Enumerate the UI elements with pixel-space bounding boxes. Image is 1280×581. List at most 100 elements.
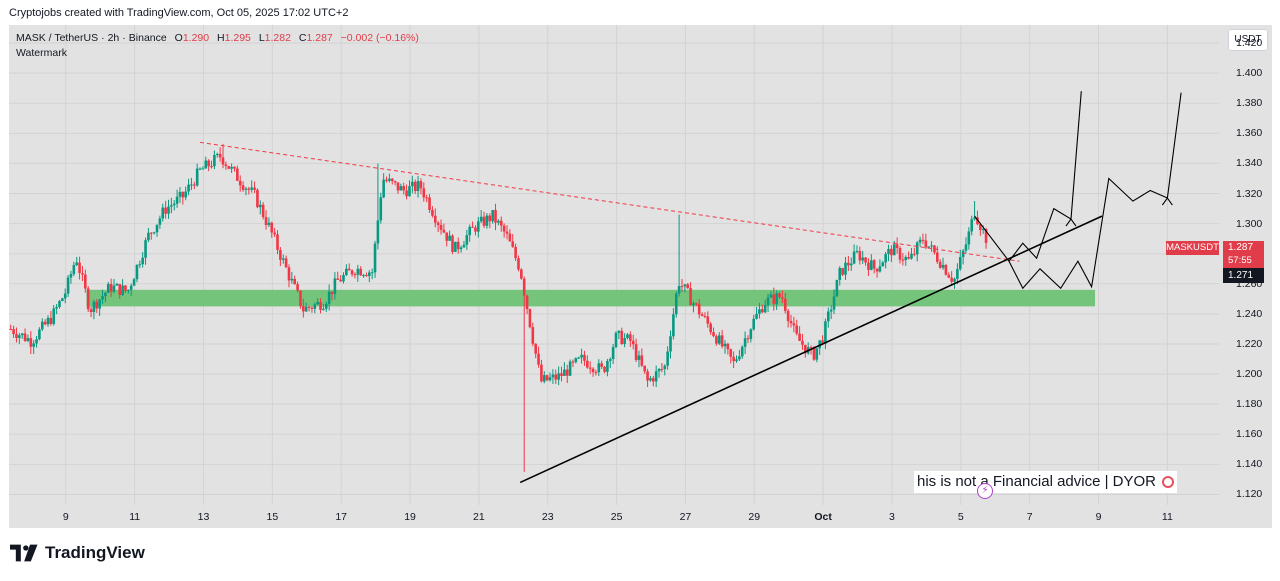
legend-interval: 2h: [107, 32, 120, 44]
candle-body-116: [342, 275, 345, 282]
price-tick-label-1: 1.400: [1236, 67, 1263, 80]
candle-body-73: [218, 153, 222, 158]
candle-body-153: [448, 235, 451, 241]
candle-body-279: [809, 347, 813, 349]
candle-body-199: [580, 354, 583, 358]
candle-body-301: [872, 260, 876, 269]
candle-body-159: [465, 235, 469, 245]
candle-body-219: [637, 355, 641, 360]
candle-body-79: [236, 168, 239, 181]
candle-body-171: [499, 220, 503, 226]
candle-body-240: [697, 303, 701, 315]
candle-body-63: [190, 184, 193, 186]
candle-body-53: [161, 207, 165, 219]
candle-body-121: [356, 268, 360, 275]
candle-body-220: [640, 355, 644, 366]
candle-body-7: [29, 338, 33, 347]
candle-body-224: [652, 378, 655, 382]
currency-button[interactable]: USDT: [1228, 29, 1268, 51]
candle-body-55: [167, 206, 170, 214]
candle-body-173: [505, 231, 509, 234]
candle-body-13: [46, 317, 50, 325]
candle-body-70: [210, 166, 213, 168]
candle-body-269: [781, 297, 784, 299]
candle-body-233: [677, 286, 681, 294]
candle-body-38: [118, 283, 122, 295]
time-axis[interactable]: 9 11 13 15 17 19 21 23 25 27 29 Oct 3 5 7 9 11: [9, 505, 1219, 528]
candle-body-46: [141, 257, 144, 265]
candle-body-17: [58, 300, 61, 307]
candle-body-223: [649, 378, 652, 381]
candle-body-103: [304, 306, 308, 312]
candle-body-15: [52, 308, 56, 324]
candle-body-21: [69, 274, 73, 278]
candle-body-106: [313, 304, 317, 309]
candle-body-154: [451, 235, 454, 252]
candle-body-323: [935, 252, 939, 262]
candle-body-307: [890, 248, 893, 256]
candle-body-261: [758, 309, 761, 314]
candle-body-44: [135, 264, 139, 280]
candle-body-45: [138, 264, 142, 266]
candle-body-174: [508, 233, 512, 242]
candle-body-192: [560, 373, 563, 376]
legend-symbol[interactable]: MASK / TetherUS: [16, 32, 99, 44]
price-tick-label-15: 1.120: [1236, 488, 1263, 501]
candle-body-331: [958, 257, 962, 270]
time-tick-label-11: Oct: [814, 511, 832, 523]
candle-body-127: [373, 243, 377, 273]
candle-body-247: [717, 335, 721, 344]
symbol-price-tag: MASKUSDT: [1166, 241, 1219, 255]
candle-body-259: [752, 318, 756, 330]
candle-body-207: [603, 366, 606, 372]
candle-body-49: [149, 232, 153, 234]
candle-body-270: [783, 298, 787, 311]
candle-body-340: [984, 229, 988, 243]
candle-body-59: [178, 191, 182, 197]
price-tick-label-10: 1.220: [1236, 337, 1263, 350]
candle-body-253: [735, 359, 738, 362]
candle-body-42: [129, 285, 133, 290]
legend-change-value: −0.002 (−0.16%): [340, 32, 419, 44]
candle-body-292: [847, 262, 850, 266]
candle-body-14: [49, 317, 53, 324]
candle-body-271: [786, 310, 790, 321]
candle-body-144: [422, 188, 426, 198]
candle-body-26: [84, 274, 87, 289]
candle-body-339: [981, 229, 985, 231]
candle-body-299: [867, 262, 870, 270]
candle-body-97: [287, 267, 291, 281]
candle-body-217: [631, 340, 635, 345]
candle-body-20: [66, 277, 70, 294]
time-tick-label-3: 15: [266, 511, 279, 523]
candle-body-334: [967, 231, 971, 245]
candle-body-75: [224, 164, 228, 167]
candle-body-96: [284, 258, 288, 268]
candle-body-194: [565, 369, 569, 376]
tradingview-logo[interactable]: TradingView: [10, 543, 145, 563]
candle-body-335: [970, 219, 974, 232]
candle-body-168: [491, 210, 494, 222]
candle-body-166: [485, 215, 489, 226]
candle-body-327: [947, 274, 951, 278]
candle-body-57: [172, 203, 176, 206]
chart-frame: MASK / TetherUS · 2h · Binance O1.290 H1.295…: [9, 25, 1272, 528]
candle-body-206: [600, 363, 603, 367]
price-tick-label-2: 1.380: [1236, 97, 1263, 110]
candle-body-24: [78, 262, 81, 274]
candle-body-165: [482, 216, 486, 226]
candle-body-305: [884, 253, 887, 263]
lightning-icon[interactable]: ⚡: [977, 483, 993, 499]
candle-body-74: [221, 157, 225, 165]
price-tick-label-14: 1.140: [1236, 458, 1263, 471]
candle-body-138: [405, 190, 408, 197]
candle-body-157: [459, 247, 463, 250]
time-tick-label-10: 29: [748, 511, 761, 523]
candle-body-135: [396, 182, 400, 191]
candle-body-93: [276, 234, 279, 250]
candle-body-329: [953, 278, 956, 282]
candle-body-155: [454, 241, 457, 252]
candle-body-146: [428, 197, 431, 210]
candle-body-160: [468, 226, 472, 236]
price-chart[interactable]: [9, 25, 1219, 505]
